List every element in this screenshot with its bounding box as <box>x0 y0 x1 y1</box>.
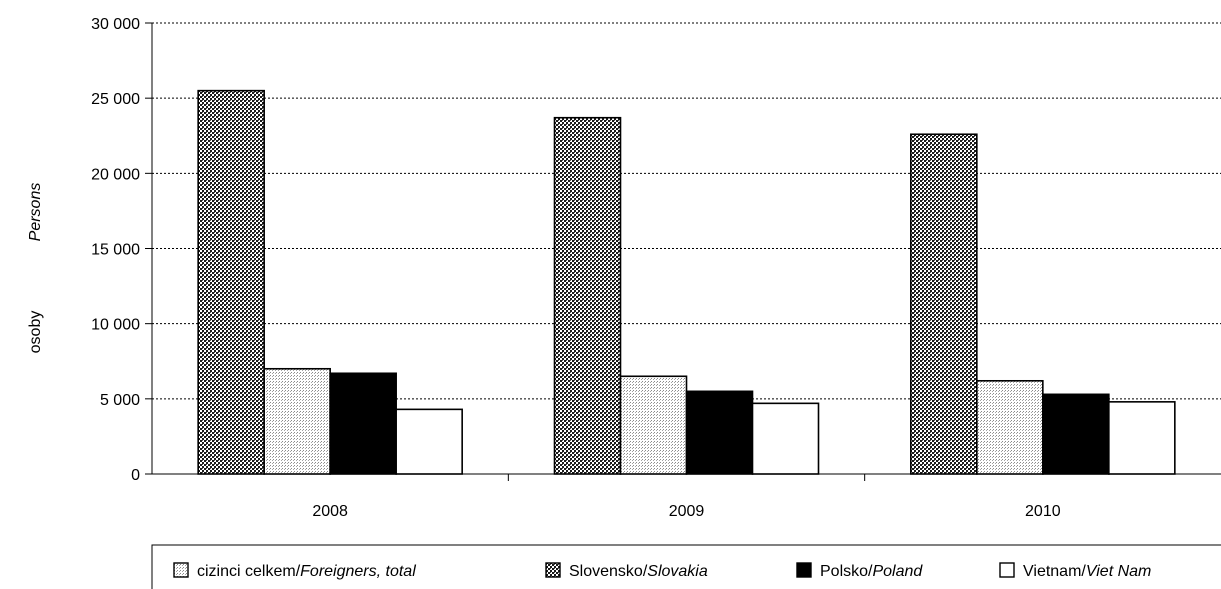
y-axis-label-czech: osoby <box>27 311 44 354</box>
bar-slovakia-2008 <box>197 89 265 475</box>
y-tick-label: 20 000 <box>91 166 140 183</box>
bar-poland-2009 <box>685 390 754 475</box>
legend-box <box>151 544 1221 589</box>
bar-foreigners-total-2010 <box>976 379 1044 475</box>
legend-label: Vietnam/Viet Nam <box>1023 563 1151 580</box>
x-tick-label: 2009 <box>669 503 705 520</box>
legend-label: Slovensko/Slovakia <box>569 563 708 580</box>
x-tick-label: 2008 <box>312 503 348 520</box>
bar-slovakia-2009 <box>553 116 622 475</box>
bar-viet-nam-2009 <box>751 402 820 475</box>
bar-foreigners-total-2009 <box>619 375 688 475</box>
y-tick-label: 5 000 <box>100 392 140 409</box>
bars <box>197 89 1176 475</box>
legend-label: Polsko/Poland <box>820 563 923 580</box>
y-tick-label: 25 000 <box>91 91 140 108</box>
y-tick-label: 30 000 <box>91 16 140 33</box>
y-tick-label: 0 <box>131 467 140 484</box>
legend-swatch <box>999 562 1015 578</box>
legend-swatch <box>545 562 561 578</box>
x-tick-label: 2010 <box>1025 503 1061 520</box>
y-tick-labels: 0 5 000 10 000 15 000 20 000 25 000 30 000 <box>91 16 140 484</box>
legend-swatch <box>796 562 812 578</box>
x-tick-labels: 2008 2009 2010 <box>312 503 1060 520</box>
legend: cizinci celkem/Foreigners, total Slovensk… <box>151 544 1221 589</box>
bar-viet-nam-2008 <box>395 408 463 475</box>
bar-foreigners-total-2008 <box>263 367 331 475</box>
bar-viet-nam-2010 <box>1108 401 1176 475</box>
bar-poland-2010 <box>1042 393 1110 475</box>
gridlines <box>152 22 1221 400</box>
legend-label: cizinci celkem/Foreigners, total <box>197 563 416 580</box>
y-tick-label: 15 000 <box>91 242 140 259</box>
legend-swatch <box>173 562 189 578</box>
y-tick-label: 10 000 <box>91 317 140 334</box>
y-axis-label-english: Persons <box>27 183 44 242</box>
bar-poland-2008 <box>329 372 397 475</box>
bar-slovakia-2010 <box>910 133 978 475</box>
